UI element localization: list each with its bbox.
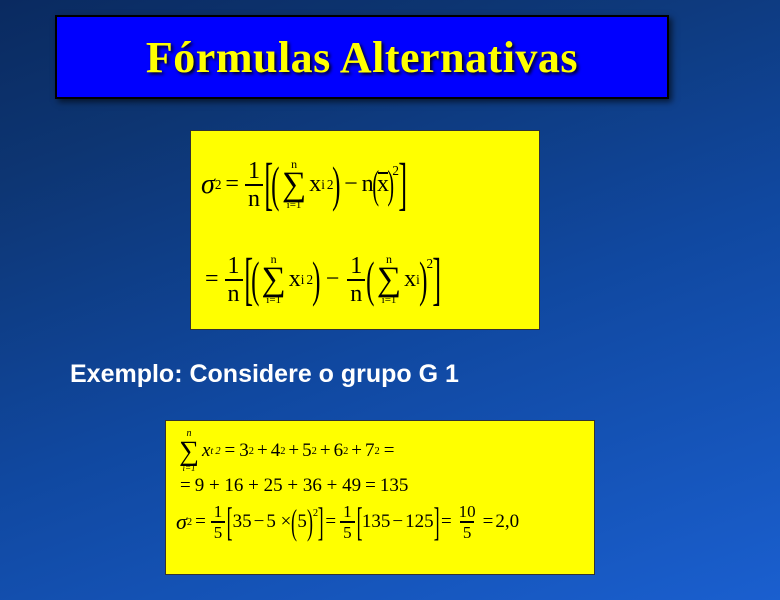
summation-icon: n ∑ i=1: [377, 253, 401, 307]
sigma-exp: 2: [215, 177, 222, 193]
formula1-line2: = 1 n [ ( n ∑ i=1 x i 2 ) − 1 n (: [201, 232, 529, 327]
slide: Fórmulas Alternativas σ 2 = 1 n [ ( n ∑ …: [0, 0, 780, 600]
formula2-line2: = 9 + 16 + 25 + 36 + 49 = 135: [176, 475, 584, 497]
sigma-symbol: σ: [201, 169, 215, 201]
minus: −: [344, 171, 358, 198]
example-label: Exemplo: Considere o grupo G 1: [70, 360, 459, 389]
formula-box-2: n ∑ i=1 x t 2 = 32 + 42 + 52 + 62 + 72 =…: [165, 420, 595, 575]
summation-icon: n ∑ i=1: [179, 429, 199, 473]
equals: =: [225, 171, 239, 198]
title-text: Fórmulas Alternativas: [146, 32, 578, 83]
right-paren: ): [333, 162, 341, 207]
title-box: Fórmulas Alternativas: [55, 15, 669, 99]
formula1-line1: σ 2 = 1 n [ ( n ∑ i=1 x i 2 ) − n ( x: [201, 137, 529, 232]
sum-term: x i 2: [309, 171, 333, 198]
right-bracket: ]: [398, 158, 407, 210]
formula-box-1: σ 2 = 1 n [ ( n ∑ i=1 x i 2 ) − n ( x: [190, 130, 540, 330]
formula2-line3: σ 2 = 1 5 [ 35 − 5 × ( 5 ) 2 ] = 1 5 [ 1…: [176, 503, 584, 541]
formula2-line1: n ∑ i=1 x t 2 = 32 + 42 + 52 + 62 + 72 =: [176, 429, 584, 473]
frac-1-n: 1 n: [245, 159, 263, 211]
left-paren: (: [271, 162, 279, 207]
summation-icon: n ∑ i=1: [262, 253, 286, 307]
summation-icon: n ∑ i=1: [282, 158, 306, 212]
